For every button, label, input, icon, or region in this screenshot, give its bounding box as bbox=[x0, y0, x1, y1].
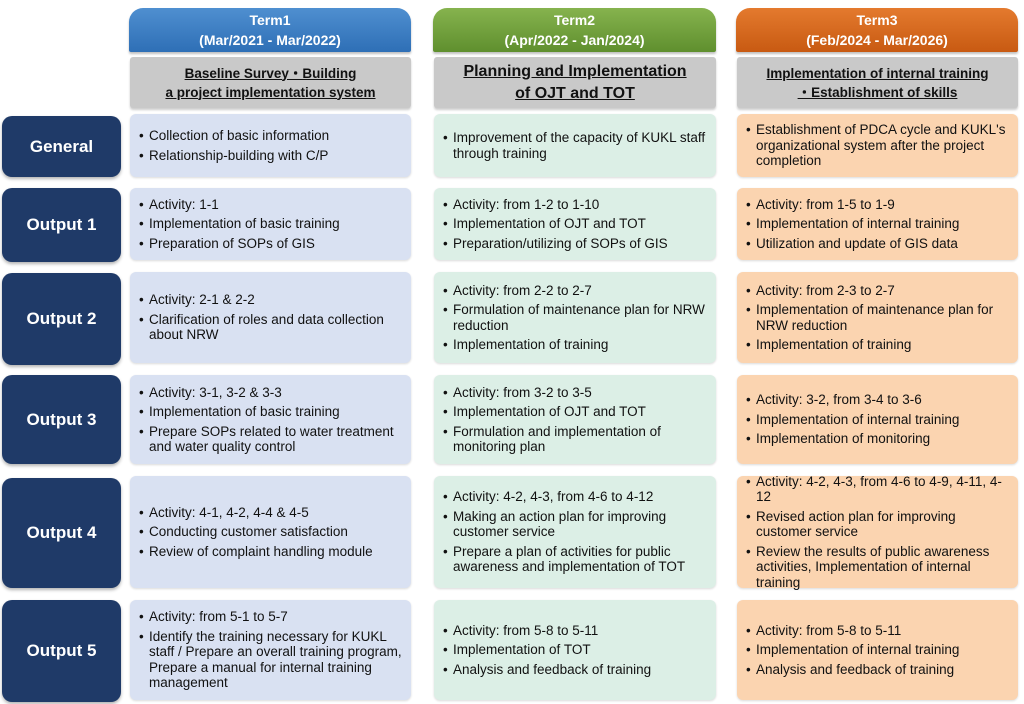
term3-header: Term3 (Feb/2024 - Mar/2026) bbox=[736, 8, 1018, 52]
term1-theme-line1: Baseline Survey・Building bbox=[184, 65, 357, 81]
list-item: Activity: 4-1, 4-2, 4-4 & 4-5 bbox=[139, 505, 403, 521]
cell-general-term1: Collection of basic information Relation… bbox=[130, 114, 411, 177]
list-item: Utilization and update of GIS data bbox=[746, 236, 1010, 252]
cell-output3-term3: Activity: 3-2, from 3-4 to 3-6 Implement… bbox=[737, 375, 1018, 464]
list-item: Implementation of TOT bbox=[443, 642, 708, 658]
list-item: Collection of basic information bbox=[139, 128, 403, 144]
list-item: Prepare SOPs related to water treatment … bbox=[139, 424, 403, 455]
list-item: Activity: from 3-2 to 3-5 bbox=[443, 385, 708, 401]
list-item: Activity: 2-1 & 2-2 bbox=[139, 292, 403, 308]
list-item: Activity: 4-2, 4-3, from 4-6 to 4-9, 4-1… bbox=[746, 474, 1010, 505]
term2-header: Term2 (Apr/2022 - Jan/2024) bbox=[433, 8, 716, 52]
term2-theme-line1: Planning and Implementation bbox=[463, 62, 687, 80]
term1-name: Term1 bbox=[249, 12, 291, 28]
term3-name: Term3 bbox=[856, 12, 898, 28]
list-item: Implementation of OJT and TOT bbox=[443, 216, 708, 232]
cell-output5-term1: Activity: from 5-1 to 5-7 Identify the t… bbox=[130, 600, 411, 700]
list-item: Clarification of roles and data collecti… bbox=[139, 312, 403, 343]
cell-output5-term2: Activity: from 5-8 to 5-11 Implementatio… bbox=[434, 600, 716, 700]
cell-output1-term2: Activity: from 1-2 to 1-10 Implementatio… bbox=[434, 188, 716, 260]
list-item: Activity: from 2-3 to 2-7 bbox=[746, 283, 1010, 299]
term2-theme-line2: of OJT and TOT bbox=[515, 84, 635, 102]
list-item: Improvement of the capacity of KUKL staf… bbox=[443, 130, 708, 161]
list-item: Relationship-building with C/P bbox=[139, 148, 403, 164]
list-item: Activity: 4-2, 4-3, from 4-6 to 4-12 bbox=[443, 489, 708, 505]
term1-theme: Baseline Survey・Building a project imple… bbox=[130, 57, 411, 108]
list-item: Revised action plan for improving custom… bbox=[746, 509, 1010, 540]
cell-output1-term1: Activity: 1-1 Implementation of basic tr… bbox=[130, 188, 411, 260]
cell-general-term2: Improvement of the capacity of KUKL staf… bbox=[434, 114, 716, 177]
list-item: Activity: from 1-5 to 1-9 bbox=[746, 197, 1010, 213]
list-item: Preparation/utilizing of SOPs of GIS bbox=[443, 236, 708, 252]
term2-period: (Apr/2022 - Jan/2024) bbox=[504, 32, 645, 48]
list-item: Activity: from 5-8 to 5-11 bbox=[443, 623, 708, 639]
term2-name: Term2 bbox=[554, 12, 595, 28]
row-label-general: General bbox=[2, 116, 121, 177]
list-item: Implementation of training bbox=[746, 337, 1010, 353]
list-item: Activity: 1-1 bbox=[139, 197, 403, 213]
list-item: Implementation of internal training bbox=[746, 216, 1010, 232]
list-item: Implementation of OJT and TOT bbox=[443, 404, 708, 420]
cell-output1-term3: Activity: from 1-5 to 1-9 Implementation… bbox=[737, 188, 1018, 260]
term3-theme: Implementation of internal training ・Est… bbox=[737, 57, 1018, 108]
cell-output2-term2: Activity: from 2-2 to 2-7 Formulation of… bbox=[434, 272, 716, 363]
term3-period: (Feb/2024 - Mar/2026) bbox=[806, 32, 948, 48]
list-item: Implementation of basic training bbox=[139, 404, 403, 420]
list-item: Activity: from 2-2 to 2-7 bbox=[443, 283, 708, 299]
row-label-output-2: Output 2 bbox=[2, 273, 121, 365]
list-item: Implementation of internal training bbox=[746, 642, 1010, 658]
row-label-output-5: Output 5 bbox=[2, 600, 121, 702]
list-item: Identify the training necessary for KUKL… bbox=[139, 629, 403, 691]
term3-theme-line2: ・Establishment of skills bbox=[797, 84, 958, 100]
list-item: Activity: from 5-8 to 5-11 bbox=[746, 623, 1010, 639]
list-item: Activity: from 5-1 to 5-7 bbox=[139, 609, 403, 625]
term2-theme: Planning and Implementation of OJT and T… bbox=[434, 57, 716, 108]
row-label-output-4: Output 4 bbox=[2, 478, 121, 588]
cell-output4-term2: Activity: 4-2, 4-3, from 4-6 to 4-12 Mak… bbox=[434, 476, 716, 588]
list-item: Review the results of public awareness a… bbox=[746, 544, 1010, 591]
cell-output5-term3: Activity: from 5-8 to 5-11 Implementatio… bbox=[737, 600, 1018, 700]
term3-theme-line1: Implementation of internal training bbox=[766, 65, 989, 81]
row-label-output-1: Output 1 bbox=[2, 188, 121, 262]
list-item: Implementation of training bbox=[443, 337, 708, 353]
list-item: Making an action plan for improving cust… bbox=[443, 509, 708, 540]
term1-theme-line2: a project implementation system bbox=[165, 84, 376, 100]
cell-output4-term3: Activity: 4-2, 4-3, from 4-6 to 4-9, 4-1… bbox=[737, 474, 1018, 591]
list-item: Formulation of maintenance plan for NRW … bbox=[443, 302, 708, 333]
list-item: Analysis and feedback of training bbox=[746, 662, 1010, 678]
list-item: Implementation of basic training bbox=[139, 216, 403, 232]
cell-output3-term2: Activity: from 3-2 to 3-5 Implementation… bbox=[434, 375, 716, 464]
list-item: Prepare a plan of activities for public … bbox=[443, 544, 708, 575]
term1-header: Term1 (Mar/2021 - Mar/2022) bbox=[129, 8, 411, 52]
cell-output2-term1: Activity: 2-1 & 2-2 Clarification of rol… bbox=[130, 272, 411, 363]
list-item: Conducting customer satisfaction bbox=[139, 524, 403, 540]
list-item: Implementation of internal training bbox=[746, 412, 1010, 428]
cell-output2-term3: Activity: from 2-3 to 2-7 Implementation… bbox=[737, 272, 1018, 363]
term1-period: (Mar/2021 - Mar/2022) bbox=[199, 32, 341, 48]
list-item: Formulation and implementation of monito… bbox=[443, 424, 708, 455]
list-item: Establishment of PDCA cycle and KUKL's o… bbox=[746, 122, 1010, 169]
row-label-output-3: Output 3 bbox=[2, 375, 121, 464]
list-item: Activity: 3-2, from 3-4 to 3-6 bbox=[746, 392, 1010, 408]
list-item: Review of complaint handling module bbox=[139, 544, 403, 560]
cell-general-term3: Establishment of PDCA cycle and KUKL's o… bbox=[737, 114, 1018, 177]
list-item: Preparation of SOPs of GIS bbox=[139, 236, 403, 252]
list-item: Implementation of monitoring bbox=[746, 431, 1010, 447]
list-item: Analysis and feedback of training bbox=[443, 662, 708, 678]
cell-output3-term1: Activity: 3-1, 3-2 & 3-3 Implementation … bbox=[130, 375, 411, 464]
list-item: Activity: from 1-2 to 1-10 bbox=[443, 197, 708, 213]
list-item: Implementation of maintenance plan for N… bbox=[746, 302, 1010, 333]
list-item: Activity: 3-1, 3-2 & 3-3 bbox=[139, 385, 403, 401]
cell-output4-term1: Activity: 4-1, 4-2, 4-4 & 4-5 Conducting… bbox=[130, 476, 411, 588]
